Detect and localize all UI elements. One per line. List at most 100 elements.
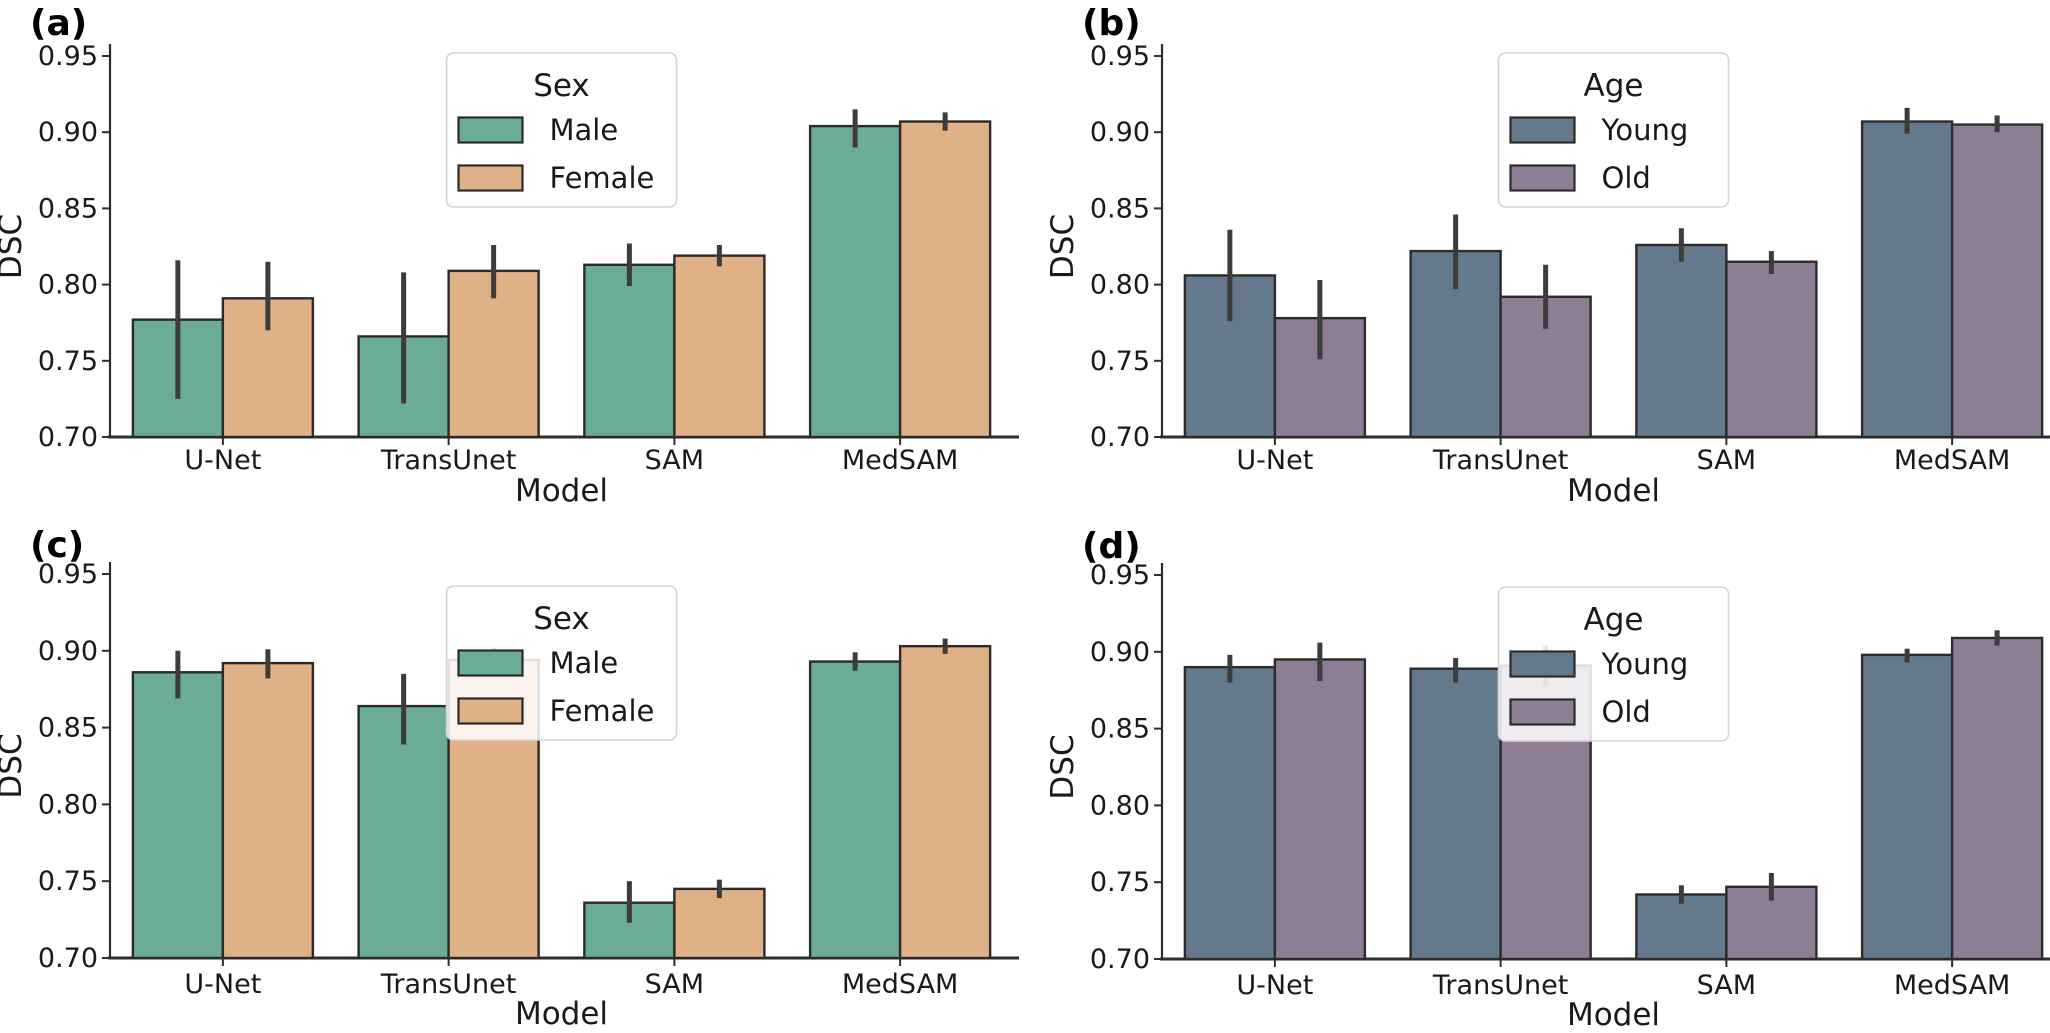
bar-female-medsam [898,644,992,960]
panel-label-b: (b) [1082,3,1141,44]
y-tick-label: 0.80 [38,789,98,820]
chart-svg-a: 0.70 0.75 0.80 0.85 0.90 0.95 U-Net TransUnet SA… [0,3,1019,509]
y-tick-label: 0.70 [38,422,98,453]
legend-swatch-female [457,164,524,192]
panel-label-a: (a) [30,3,87,44]
x-tick-label-sam: SAM [1697,445,1756,476]
chart-svg-b: 0.70 0.75 0.80 0.85 0.90 0.95 U-Net TransUnet SA… [1045,3,2050,509]
legend-label-young: Young [1601,647,1689,681]
x-tick-label-medsam: MedSAM [842,445,958,476]
bar-female-sam [673,887,766,960]
y-tick-label: 0.80 [38,270,98,301]
x-tick-label-sam: SAM [645,969,704,1000]
legend-sex: Sex Male Female [445,585,678,741]
legend-label-male: Male [550,646,619,680]
y-tick-label: 0.80 [1090,790,1150,821]
legend-swatch-male [457,649,524,677]
legend-label-young: Young [1601,113,1689,147]
bar-young-u-net [1183,665,1277,961]
x-tick-label-medsam: MedSAM [1894,970,2010,1001]
x-tick-label-sam: SAM [1697,970,1756,1001]
bar-male-medsam [808,660,902,960]
legend-age: Age Young Old [1497,586,1730,742]
bar-male-sam [583,263,676,439]
bar-young-medsam [1860,120,1954,439]
y-tick-label: 0.85 [38,713,98,744]
y-axis-label: DSC [0,214,29,279]
legend-age: Age Young Old [1497,52,1730,208]
bar-old-medsam [1950,636,2044,961]
y-axis-label: DSC [0,733,29,798]
x-axis-label: Model [515,473,608,509]
panel-label-d: (d) [1082,526,1141,567]
chart-panel-a: 0.70 0.75 0.80 0.85 0.90 0.95 U-Net TransUnet SA… [0,0,1025,516]
x-tick-label-u-net: U-Net [184,445,261,476]
bar-male-u-net [131,671,225,960]
x-tick-label-medsam: MedSAM [1894,445,2010,476]
bar-young-sam [1635,243,1728,439]
legend-swatch-old [1509,698,1576,726]
y-tick-label: 0.75 [1090,867,1150,898]
bar-old-sam [1725,260,1818,439]
chart-panel-b: 0.70 0.75 0.80 0.85 0.90 0.95 U-Net TransUnet SA… [1025,0,2050,516]
legend-label-male: Male [550,113,619,147]
chart-svg-c: 0.70 0.75 0.80 0.85 0.90 0.95 U-Net TransUnet SA… [0,525,1019,1032]
y-tick-label: 0.95 [1090,41,1150,72]
x-tick-label-medsam: MedSAM [842,969,958,1000]
x-tick-label-transunet: TransUnet [1432,445,1568,476]
legend-title: Sex [533,68,590,104]
y-tick-label: 0.75 [1090,346,1150,377]
legend-title: Age [1584,602,1644,638]
bar-female-sam [673,254,766,439]
y-tick-label: 0.70 [38,943,98,974]
y-tick-label: 0.90 [1090,117,1150,148]
x-tick-label-u-net: U-Net [1236,970,1313,1001]
y-tick-label: 0.90 [38,636,98,667]
legend-label-old: Old [1602,695,1651,729]
y-tick-label: 0.85 [38,193,98,224]
legend-swatch-female [457,697,524,725]
bar-female-u-net [221,661,315,960]
y-axis-label: DSC [1045,734,1081,799]
legend-title: Sex [533,601,590,637]
legend-swatch-male [457,116,524,144]
chart-panel-c: 0.70 0.75 0.80 0.85 0.90 0.95 U-Net TransUnet SA… [0,516,1025,1032]
legend-swatch-old [1509,164,1576,192]
bar-old-u-net [1273,658,1367,961]
y-tick-label: 0.95 [1090,560,1150,591]
x-tick-label-transunet: TransUnet [380,969,516,1000]
bar-male-transunet [357,704,450,960]
x-axis-label: Model [515,996,608,1032]
y-tick-label: 0.90 [38,117,98,148]
y-tick-label: 0.80 [1090,270,1150,301]
x-tick-label-transunet: TransUnet [380,445,516,476]
y-tick-label: 0.75 [38,866,98,897]
bar-young-medsam [1860,653,1954,961]
legend-label-female: Female [550,694,655,728]
bar-female-medsam [898,120,992,439]
y-tick-label: 0.85 [1090,193,1150,224]
x-axis-label: Model [1567,997,1660,1033]
bar-young-sam [1635,893,1728,961]
y-tick-label: 0.95 [38,559,98,590]
y-tick-label: 0.90 [1090,637,1150,668]
chart-panel-d: 0.70 0.75 0.80 0.85 0.90 0.95 U-Net TransUnet SA… [1025,517,2050,1033]
y-tick-label: 0.70 [1090,944,1150,975]
x-tick-label-u-net: U-Net [1236,445,1313,476]
y-tick-label: 0.70 [1090,422,1150,453]
panel-label-c: (c) [30,525,84,566]
legend-label-old: Old [1602,161,1651,195]
legend-sex: Sex Male Female [445,52,678,208]
legend-label-female: Female [550,161,655,195]
x-tick-label-sam: SAM [645,445,704,476]
chart-svg-d: 0.70 0.75 0.80 0.85 0.90 0.95 U-Net TransUnet SA… [1045,526,2050,1033]
y-tick-label: 0.75 [38,346,98,377]
y-tick-label: 0.85 [1090,714,1150,745]
x-tick-label-transunet: TransUnet [1432,970,1568,1001]
x-tick-label-u-net: U-Net [184,969,261,1000]
y-tick-label: 0.95 [38,41,98,72]
legend-swatch-young [1509,116,1576,144]
y-axis-label: DSC [1045,214,1081,279]
bar-young-transunet [1409,667,1502,961]
